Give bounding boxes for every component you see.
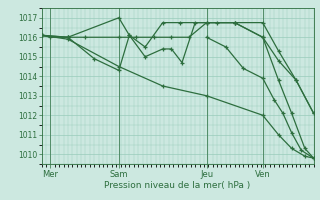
X-axis label: Pression niveau de la mer( hPa ): Pression niveau de la mer( hPa ) bbox=[104, 181, 251, 190]
